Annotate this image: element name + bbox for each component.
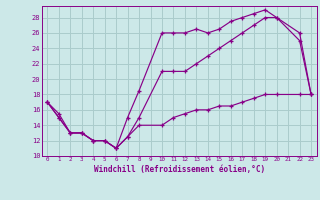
X-axis label: Windchill (Refroidissement éolien,°C): Windchill (Refroidissement éolien,°C) (94, 165, 265, 174)
